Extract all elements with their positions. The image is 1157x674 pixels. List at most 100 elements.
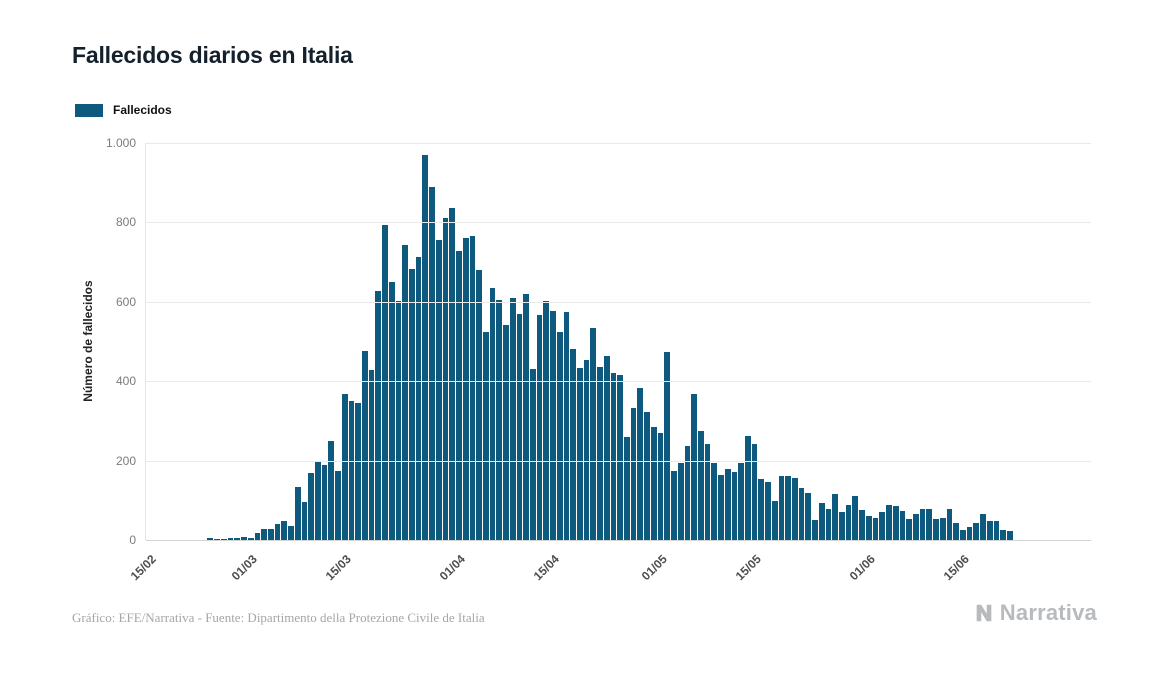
bar: [301, 501, 308, 540]
x-tick-label: 01/03: [228, 552, 260, 584]
bar: [832, 493, 839, 540]
bar: [758, 479, 765, 540]
bar: [449, 207, 456, 540]
bar: [335, 470, 341, 540]
bar: [792, 478, 798, 540]
x-tick-label: 15/02: [128, 552, 160, 584]
bar: [684, 446, 691, 540]
bar: [214, 538, 220, 540]
bar: [980, 513, 986, 540]
bar: [422, 155, 429, 540]
bar: [509, 297, 516, 540]
bar: [617, 375, 624, 540]
bar: [341, 393, 348, 540]
bar: [375, 291, 382, 540]
bar: [523, 294, 529, 540]
x-tick-label: 15/04: [530, 552, 563, 584]
bar: [812, 520, 818, 540]
bar: [671, 470, 677, 540]
bar: [247, 538, 254, 540]
bar: [348, 401, 355, 540]
y-tick-label: 0: [129, 533, 136, 547]
bar: [382, 225, 388, 540]
y-tick-label: 400: [115, 374, 136, 389]
bar: [919, 508, 926, 540]
bar: [892, 506, 899, 540]
narrativa-logo: Narrativa: [973, 600, 1097, 626]
y-axis-title: Número de fallecidos: [81, 280, 95, 402]
bar: [744, 436, 751, 540]
bar: [288, 525, 294, 540]
bar: [818, 503, 825, 540]
bar: [926, 508, 933, 540]
bar: [281, 520, 288, 540]
bar: [556, 331, 563, 540]
bar: [261, 529, 267, 540]
bar: [718, 474, 724, 540]
x-tick-label: 01/06: [846, 552, 878, 584]
bar: [973, 522, 980, 540]
bar: [294, 487, 301, 540]
bar: [825, 509, 832, 540]
bar: [845, 505, 852, 540]
x-tick-label: 15/05: [732, 552, 764, 584]
gridline: [146, 222, 1091, 224]
bar: [503, 324, 509, 540]
gridline: [146, 540, 1091, 541]
bar: [529, 368, 536, 540]
narrativa-logo-icon: [976, 604, 992, 622]
bar: [785, 476, 791, 540]
bar: [227, 538, 234, 540]
bar: [731, 471, 738, 540]
bar: [220, 539, 227, 540]
bar: [986, 521, 993, 540]
y-tick-label: 1.000: [105, 136, 136, 150]
bar: [886, 505, 892, 540]
bar: [469, 235, 476, 540]
bar: [852, 495, 859, 540]
bar: [462, 238, 469, 540]
bar: [664, 351, 671, 540]
bar: [906, 518, 912, 540]
source-credit: Gráfico: EFE/Narrativa - Fuente: Diparti…: [72, 610, 485, 625]
bar: [993, 520, 1000, 540]
bar: [355, 403, 361, 540]
bar: [435, 239, 442, 540]
bar: [912, 514, 919, 540]
bar: [583, 359, 590, 540]
bar: [771, 500, 778, 540]
bars-container: [147, 143, 1013, 540]
bar: [563, 311, 570, 540]
bar: [751, 443, 758, 540]
bar: [630, 407, 637, 540]
gridline: [146, 381, 1091, 383]
bar: [603, 355, 610, 540]
bar: [536, 315, 543, 540]
legend-swatch: [75, 103, 103, 117]
bar: [516, 313, 523, 540]
bar: [865, 516, 872, 540]
bar: [805, 492, 812, 540]
bar: [368, 370, 375, 540]
bar: [650, 426, 657, 540]
bar: [402, 245, 409, 540]
bar: [879, 511, 886, 540]
bar: [765, 482, 771, 540]
bar: [644, 411, 650, 540]
bar: [241, 536, 247, 540]
bar: [482, 331, 489, 540]
bar: [456, 251, 462, 540]
bar: [953, 522, 959, 540]
bar: [254, 532, 261, 540]
bar: [697, 431, 704, 540]
bar: [362, 351, 368, 540]
x-axis-tick-labels: 15/02 01/03 15/03 01/04 15/04 01/05 15/05 01/06…: [128, 544, 1012, 599]
y-tick-label: 200: [115, 453, 136, 468]
bar: [738, 462, 744, 540]
bar: [543, 301, 550, 540]
bar: [704, 443, 711, 540]
bar: [872, 518, 879, 540]
bar: [314, 462, 321, 540]
bar: [496, 300, 503, 540]
